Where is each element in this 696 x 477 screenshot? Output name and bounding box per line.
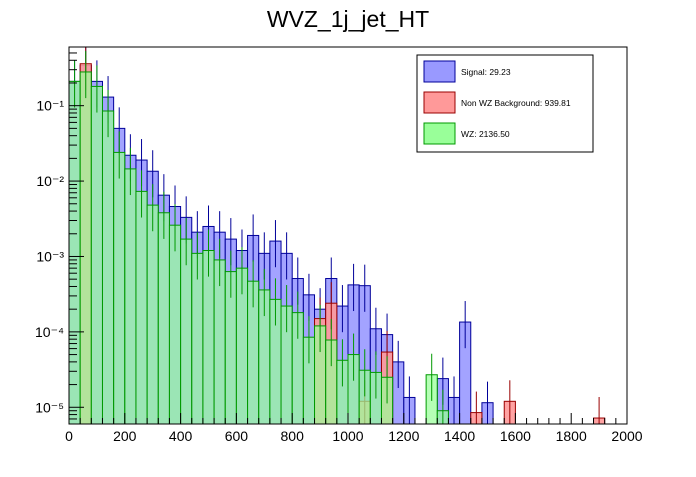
x-tick-label: 800 — [281, 428, 305, 444]
histogram-bar — [69, 80, 81, 424]
series-wz — [69, 50, 449, 424]
x-tick-label: 0 — [65, 428, 73, 444]
histogram-bar — [168, 224, 182, 424]
x-tick-label: 1600 — [500, 428, 531, 444]
histogram-bar — [135, 190, 148, 424]
legend-swatch — [423, 122, 456, 145]
y-tick-label: 10⁻¹ — [36, 98, 64, 114]
x-tick-label: 400 — [169, 428, 193, 444]
x-tick-label: 2000 — [611, 428, 642, 444]
histogram-bar — [146, 204, 159, 424]
x-tick-label: 1400 — [444, 428, 475, 444]
histogram-bar — [113, 151, 126, 424]
legend: Signal: 29.23 Non WZ Background: 939.81 WZ… — [416, 54, 594, 153]
histogram-bar — [79, 71, 92, 424]
histogram-bar — [90, 85, 103, 424]
histogram-bar — [101, 110, 115, 424]
y-tick-label: 10⁻³ — [36, 248, 64, 264]
x-tick-label: 1200 — [388, 428, 419, 444]
y-tick-label: 10⁻² — [36, 173, 64, 189]
x-tick-label: 1800 — [556, 428, 587, 444]
y-tick-label: 10⁻⁴ — [35, 324, 64, 340]
x-tick-label: 1000 — [332, 428, 363, 444]
histogram-bar — [157, 212, 170, 424]
legend-swatch — [423, 60, 456, 83]
legend-label: Signal: 29.23 — [461, 67, 511, 77]
legend-label: Non WZ Background: 939.81 — [461, 98, 571, 108]
legend-label: WZ: 2136.50 — [461, 129, 510, 139]
histogram-bar — [180, 238, 193, 424]
x-tick-label: 600 — [225, 428, 249, 444]
chart-title: WVZ_1j_jet_HT — [266, 6, 430, 32]
histogram-bars — [69, 47, 606, 424]
histogram-bar — [124, 168, 137, 424]
y-tick-label: 10⁻⁵ — [35, 399, 64, 415]
x-tick-label: 200 — [113, 428, 137, 444]
legend-swatch — [423, 91, 456, 114]
